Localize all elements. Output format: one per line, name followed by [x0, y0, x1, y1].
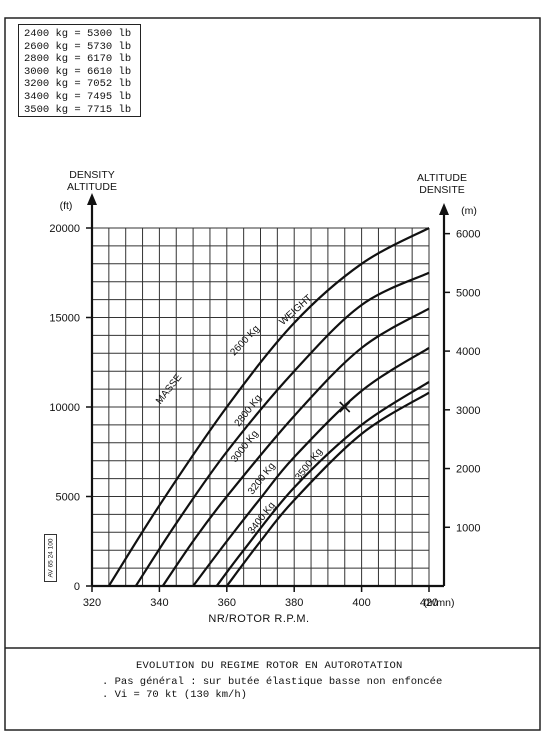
- series-curve: [215, 381, 430, 587]
- y-tick-label-right: 2000: [456, 464, 480, 476]
- x-tick-label: 320: [83, 597, 101, 609]
- y-tick-label-right: 5000: [456, 287, 480, 299]
- chart-labels: 0 5000 10000 15000 20000 1000 2000 3000 4000 5000…: [49, 169, 480, 625]
- x-tick-label: 340: [150, 597, 168, 609]
- x-axis-title: NR/ROTOR R.P.M.: [208, 613, 309, 625]
- x-tick-label: 360: [218, 597, 236, 609]
- series-curve: [134, 271, 430, 587]
- cross-marker: [339, 401, 351, 413]
- y-axis-right-unit: (m): [461, 205, 477, 217]
- conversion-row: 3500 kg = 7715 lb: [24, 103, 132, 116]
- y-tick-label-left: 10000: [49, 402, 80, 414]
- y-axis-left-title: DENSITY: [69, 169, 115, 181]
- series-curve: [107, 227, 430, 587]
- conversion-row: 3400 kg = 7495 lb: [24, 90, 132, 103]
- conversion-row: 3000 kg = 6610 lb: [24, 65, 132, 78]
- document-reference: AV 65 24 100: [47, 538, 54, 578]
- outer-border: [4, 17, 541, 731]
- caption-line-2: . Vi = 70 kt (130 km/h): [102, 689, 247, 701]
- y-axis-left-arrow: [87, 193, 97, 205]
- y-axis-right-title: ALTITUDE: [417, 172, 467, 184]
- y-tick-label-left: 15000: [49, 313, 80, 325]
- caption-title: EVOLUTION DU REGIME ROTOR EN AUTOROTATIO…: [136, 660, 403, 672]
- y-axis-right-title: DENSITE: [419, 184, 465, 196]
- conversion-row: 2800 kg = 6170 lb: [24, 53, 132, 66]
- document-reference-stamp: AV 65 24 100: [44, 534, 57, 582]
- x-tick-label: 420: [420, 597, 438, 609]
- x-tick-label: 380: [285, 597, 303, 609]
- y-tick-label-left: 0: [74, 581, 80, 593]
- y-tick-label-left: 20000: [49, 223, 80, 235]
- series-curve: [161, 307, 430, 587]
- y-tick-label-left: 5000: [56, 492, 80, 504]
- series-curve: [225, 391, 430, 587]
- y-axis-left-title: ALTITUDE: [67, 181, 117, 193]
- y-axis-left-unit: (ft): [60, 200, 73, 212]
- series-label: 3400 Kg: [246, 500, 278, 536]
- x-axis-unit: (tr/mn): [424, 597, 455, 609]
- chart-axes: [86, 193, 450, 592]
- series-curve: [192, 347, 430, 587]
- y-tick-label-right: 1000: [456, 522, 480, 534]
- weight-conversion-table: 2400 kg = 5300 lb 2600 kg = 5730 lb 2800…: [18, 24, 141, 117]
- conversion-row: 3200 kg = 7052 lb: [24, 78, 132, 91]
- x-tick-label: 400: [352, 597, 370, 609]
- y-axis-right-arrow: [439, 203, 449, 215]
- y-tick-label-right: 3000: [456, 405, 480, 417]
- conversion-row: 2400 kg = 5300 lb: [24, 28, 132, 40]
- caption-line-1: . Pas général : sur butée élastique bass…: [102, 676, 443, 688]
- chart-curves: [107, 227, 430, 587]
- conversion-row: 2600 kg = 5730 lb: [24, 40, 132, 53]
- y-tick-label-right: 6000: [456, 229, 480, 241]
- y-tick-label-right: 4000: [456, 346, 480, 358]
